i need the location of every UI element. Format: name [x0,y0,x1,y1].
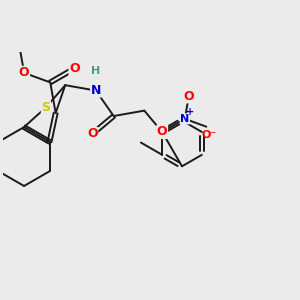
Text: O: O [157,125,167,138]
Text: O: O [87,128,98,140]
Text: N: N [180,114,190,124]
Text: S: S [41,101,50,114]
Text: O⁻: O⁻ [201,130,217,140]
Text: O: O [19,66,29,80]
Text: H: H [91,66,101,76]
Text: O: O [184,90,194,103]
Text: N: N [91,84,101,97]
Text: +: + [186,107,194,117]
Text: O: O [69,62,80,75]
